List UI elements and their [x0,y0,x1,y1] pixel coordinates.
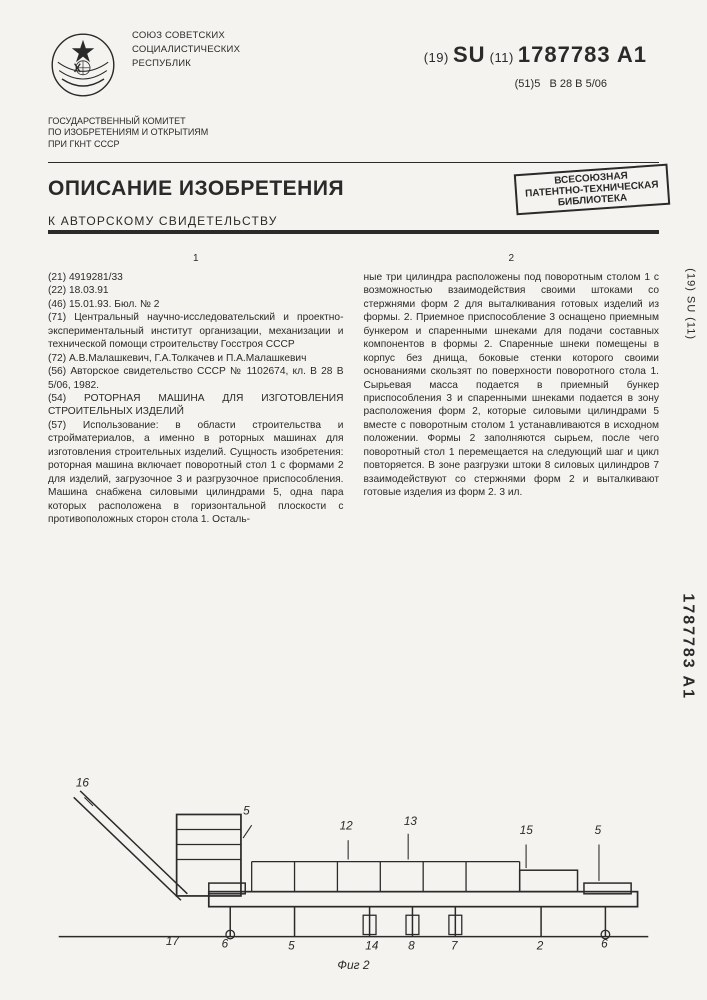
side-code-small: (19) SU (11) [685,268,697,340]
committee-line2: ПО ИЗОБРЕТЕНИЯМ И ОТКРЫТИЯМ [48,127,238,138]
figure-label: 15 [520,824,534,837]
code-mid: (11) [490,50,514,65]
figure-label: 5 [595,824,602,837]
union-line2: СОЦИАЛИСТИЧЕСКИХ [132,44,240,56]
ipc-prefix: (51)5 [515,78,541,90]
figure-label: 12 [340,819,354,832]
figure-label: 8 [408,940,415,953]
side-code-big: 1787783 A1 [679,593,697,700]
figure-drawing: 16 5 12 13 15 5 17 6 5 14 8 7 2 6 [48,762,659,972]
column-1: 1 (21) 4919281/33 (22) 18.03.91 (46) 15.… [48,252,344,527]
divider-bold [48,230,659,234]
figure-caption: Фиг 2 [337,958,369,972]
figure-label: 5 [288,940,295,953]
committee-line1: ГОСУДАРСТВЕННЫЙ КОМИТЕТ [48,116,238,127]
col1-text: (21) 4919281/33 (22) 18.03.91 (46) 15.01… [48,271,344,527]
committee-block: ГОСУДАРСТВЕННЫЙ КОМИТЕТ ПО ИЗОБРЕТЕНИЯМ … [48,116,238,150]
code-number: 1787783 A1 [518,42,647,67]
state-emblem [48,30,118,100]
ipc-value: В 28 В 5/06 [550,78,608,90]
library-stamp: ВСЕСОЮЗНАЯ ПАТЕНТНО-ТЕХНИЧЕСКАЯ БИБЛИОТЕ… [514,163,670,215]
figure-label: 7 [451,940,458,953]
divider-thin [48,162,659,163]
body-columns: 1 (21) 4919281/33 (22) 18.03.91 (46) 15.… [48,252,659,527]
main-title: ОПИСАНИЕ ИЗОБРЕТЕНИЯ [48,177,344,201]
figure-label: 13 [404,815,418,828]
figure-label: 14 [365,940,379,953]
colnum-2: 2 [364,252,660,265]
figure-label: 16 [76,777,90,790]
header-union: СОЮЗ СОВЕТСКИХ СОЦИАЛИСТИЧЕСКИХ РЕСПУБЛИ… [132,30,240,72]
colnum-1: 1 [48,252,344,265]
union-line3: РЕСПУБЛИК [132,58,240,70]
column-2: 2 ные три цилиндра расположены под повор… [364,252,660,527]
figure-label: 6 [601,937,608,950]
ipc-code: (51)5 В 28 В 5/06 [515,78,607,90]
figure-2: 16 5 12 13 15 5 17 6 5 14 8 7 2 6 Фиг 2 [48,762,659,972]
figure-label: 6 [222,937,229,950]
committee-line3: ПРИ ГКНТ СССР [48,139,238,150]
code-su: SU [453,42,486,67]
figure-label: 2 [536,940,544,953]
subtitle: К АВТОРСКОМУ СВИДЕТЕЛЬСТВУ [48,214,659,228]
union-line1: СОЮЗ СОВЕТСКИХ [132,30,240,42]
col2-text: ные три цилиндра расположены под поворот… [364,271,660,500]
figure-label: 17 [166,935,180,948]
patent-code: (19) SU (11) 1787783 A1 [424,42,647,68]
figure-label: 5 [243,804,250,817]
code-prefix: (19) [424,50,449,65]
